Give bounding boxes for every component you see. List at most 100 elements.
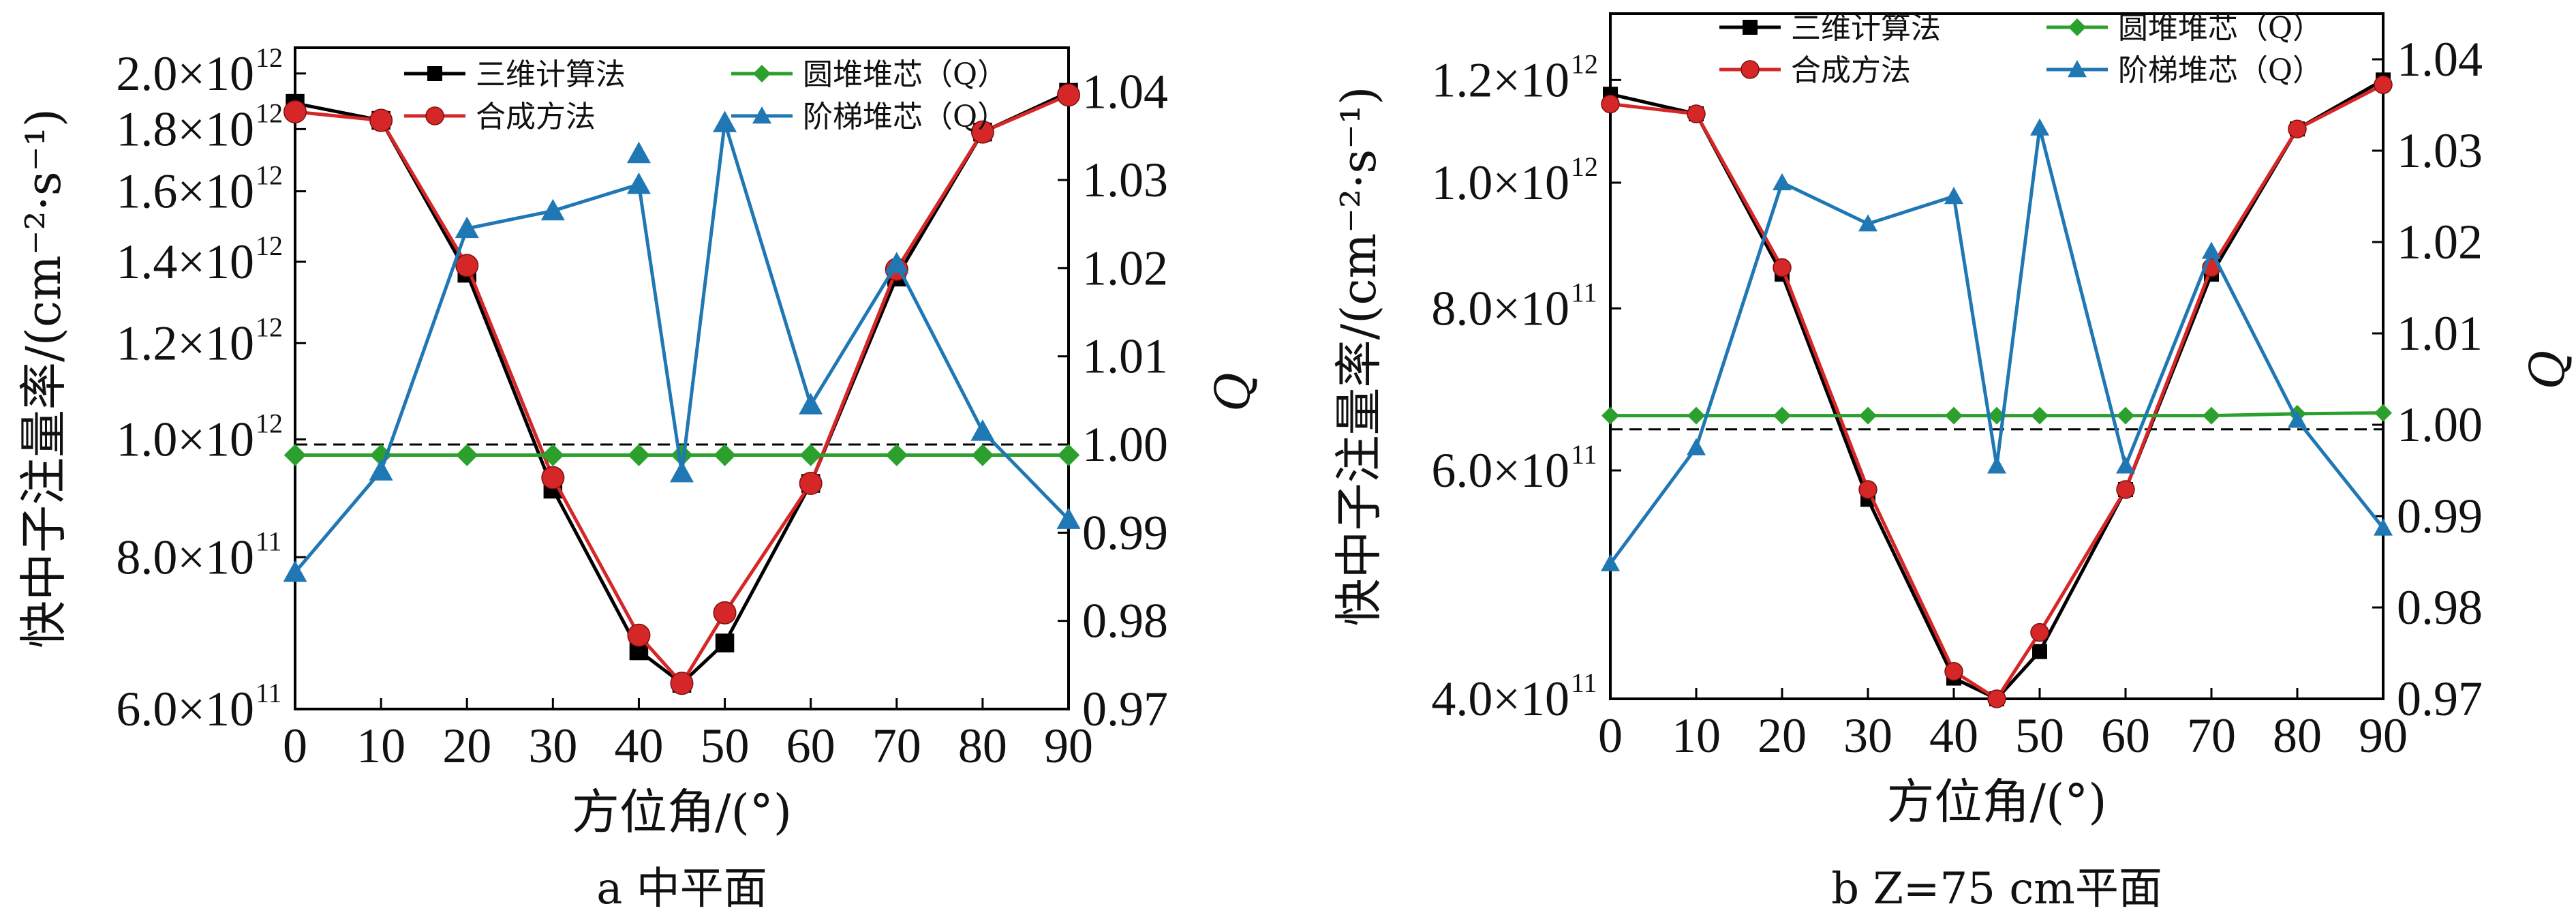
data-point-series-3 — [455, 216, 479, 239]
x-tick-label: 80 — [2273, 708, 2322, 763]
legend-label-2: 圆堆堆芯（Q） — [803, 57, 1007, 92]
y-tick-exponent: 12 — [256, 97, 283, 128]
data-point-series-1 — [1944, 661, 1963, 681]
y-tick-exponent: 11 — [256, 526, 282, 556]
data-point-series-3 — [970, 419, 995, 441]
data-point-series-2 — [628, 444, 650, 466]
series-line-1 — [1610, 83, 2385, 702]
x-tick-label: 10 — [356, 719, 405, 773]
data-point-series-1 — [627, 623, 651, 647]
legend-marker-2 — [753, 65, 771, 82]
data-point-series-2 — [369, 444, 393, 466]
chart-panel-b: 0 10 20 30 40 50 60 70 80 904.0×10 116.0×10 118.0×1… — [1331, 11, 2575, 914]
legend-label-3: 阶梯堆芯（Q） — [2118, 53, 2322, 88]
y-tick-exponent: 12 — [1571, 151, 1598, 182]
data-point-series-2 — [2374, 404, 2392, 422]
y-tick-label: 2.0×10 — [116, 46, 254, 101]
x-tick-label: 70 — [2187, 708, 2236, 763]
x-tick-label: 50 — [2015, 708, 2064, 763]
x-tick-label: 30 — [528, 719, 577, 773]
data-point-series-3 — [1987, 456, 2006, 474]
legend-label-3: 阶梯堆芯（Q） — [803, 100, 1007, 134]
y-tick-exponent: 12 — [256, 160, 283, 191]
x-tick-label: 80 — [958, 719, 1007, 773]
data-point-series-1 — [713, 601, 737, 625]
data-point-series-3 — [1944, 187, 1963, 205]
x-tick-label: 10 — [1672, 708, 1721, 763]
y-tick-label: 1.2×10 — [1431, 52, 1569, 107]
y-axis-label: 快中子注量率/(cm⁻²·s⁻¹) — [16, 108, 72, 648]
data-point-series-3 — [2116, 456, 2135, 474]
data-point-series-2 — [2031, 406, 2049, 425]
x-tick-label: 0 — [1598, 708, 1623, 763]
y-tick-label: 6.0×10 — [1431, 443, 1569, 498]
x-tick-label: 90 — [1044, 719, 1093, 773]
y2-tick-label: 0.98 — [1082, 594, 1168, 648]
data-point-series-2 — [714, 444, 736, 466]
series-line-3 — [1608, 127, 2385, 565]
legend-marker-0 — [1743, 20, 1758, 35]
data-point-series-1 — [541, 466, 565, 490]
legend-label-2: 圆堆堆芯（Q） — [2118, 11, 2322, 46]
y-tick-exponent: 12 — [256, 312, 283, 342]
y-tick-exponent: 12 — [256, 42, 283, 73]
data-point-series-2 — [971, 444, 994, 466]
data-point-series-1 — [2288, 119, 2307, 138]
x-tick-label: 60 — [786, 719, 835, 773]
y-tick-label: 1.6×10 — [116, 164, 254, 219]
data-point-series-1 — [670, 672, 694, 695]
legend-label-1: 合成方法 — [476, 100, 596, 134]
y-tick-exponent: 12 — [1571, 48, 1598, 79]
data-point-series-2 — [542, 444, 564, 466]
y2-axis-label: Q — [2519, 350, 2575, 389]
legend-label-0: 三维计算法 — [476, 57, 626, 92]
x-tick-label: 50 — [701, 719, 750, 773]
data-point-series-1 — [1773, 258, 1792, 277]
y-tick-exponent: 11 — [256, 678, 282, 708]
legend-label-0: 三维计算法 — [1791, 11, 1941, 46]
x-tick-label: 20 — [1758, 708, 1807, 763]
data-point-series-3 — [1773, 172, 1792, 191]
y2-tick-label: 1.04 — [2397, 32, 2483, 87]
data-point-series-3 — [1687, 438, 1706, 455]
y2-axis-label: Q — [1205, 372, 1261, 411]
x-tick-label: 70 — [872, 719, 921, 773]
plot-frame — [294, 46, 1070, 710]
data-point-series-2 — [2203, 406, 2220, 425]
x-tick-label: 90 — [2359, 708, 2408, 763]
data-point-series-1 — [283, 100, 307, 123]
data-point-series-3 — [1601, 554, 1620, 571]
data-point-series-3 — [1858, 214, 1877, 232]
data-point-series-3 — [885, 252, 909, 273]
legend-marker-0 — [427, 66, 442, 81]
legend-marker-1 — [1741, 60, 1760, 79]
y2-tick-label: 0.99 — [2397, 489, 2483, 543]
data-point-series-1 — [2374, 75, 2393, 94]
y2-tick-label: 0.98 — [2397, 580, 2483, 635]
series-line-0 — [1610, 78, 2385, 702]
y-tick-exponent: 12 — [256, 230, 283, 261]
panel-caption: b Z=75 cm平面 — [1831, 864, 2162, 914]
x-tick-label: 40 — [614, 719, 663, 773]
y2-tick-label: 1.04 — [1082, 65, 1168, 119]
legend-marker-1 — [425, 106, 444, 125]
x-tick-label: 0 — [283, 719, 307, 773]
y2-tick-label: 1.03 — [2397, 123, 2483, 178]
data-point-series-2 — [1859, 406, 1877, 425]
data-point-series-2 — [799, 444, 822, 466]
data-point-series-3 — [626, 172, 651, 194]
data-point-series-2 — [671, 444, 693, 466]
y-tick-exponent: 12 — [256, 408, 283, 438]
data-point-series-0 — [2032, 644, 2047, 659]
data-point-series-1 — [369, 108, 393, 132]
series-line-3 — [294, 122, 1070, 574]
legend-label-1: 合成方法 — [1791, 53, 1911, 88]
data-point-series-1 — [1858, 480, 1877, 499]
data-point-series-2 — [1945, 406, 1963, 425]
data-point-series-1 — [799, 472, 823, 496]
y-tick-label: 1.0×10 — [116, 412, 254, 466]
x-tick-label: 20 — [442, 719, 491, 773]
y2-tick-label: 1.03 — [1082, 153, 1168, 207]
y-tick-exponent: 11 — [1571, 439, 1597, 470]
